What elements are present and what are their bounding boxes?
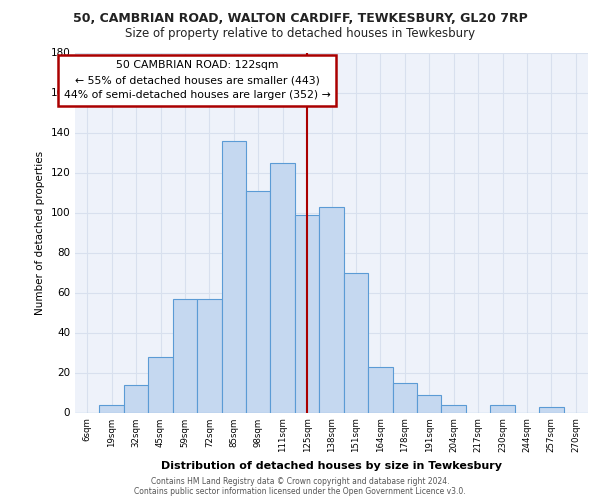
Bar <box>148 356 173 412</box>
Y-axis label: Number of detached properties: Number of detached properties <box>35 150 45 314</box>
Bar <box>221 140 246 412</box>
Text: 50, CAMBRIAN ROAD, WALTON CARDIFF, TEWKESBURY, GL20 7RP: 50, CAMBRIAN ROAD, WALTON CARDIFF, TEWKE… <box>73 12 527 26</box>
Bar <box>368 366 392 412</box>
Bar <box>124 384 148 412</box>
Text: 50 CAMBRIAN ROAD: 122sqm
← 55% of detached houses are smaller (443)
44% of semi-: 50 CAMBRIAN ROAD: 122sqm ← 55% of detach… <box>64 60 331 100</box>
Bar <box>197 298 221 412</box>
Bar <box>295 214 319 412</box>
Bar <box>392 382 417 412</box>
Bar <box>100 404 124 412</box>
Text: Contains HM Land Registry data © Crown copyright and database right 2024.: Contains HM Land Registry data © Crown c… <box>151 477 449 486</box>
Bar <box>271 162 295 412</box>
Text: Size of property relative to detached houses in Tewkesbury: Size of property relative to detached ho… <box>125 28 475 40</box>
X-axis label: Distribution of detached houses by size in Tewkesbury: Distribution of detached houses by size … <box>161 460 502 470</box>
Bar <box>319 206 344 412</box>
Bar <box>344 272 368 412</box>
Bar <box>539 406 563 412</box>
Text: Contains public sector information licensed under the Open Government Licence v3: Contains public sector information licen… <box>134 487 466 496</box>
Bar <box>246 190 271 412</box>
Bar <box>490 404 515 412</box>
Bar <box>442 404 466 412</box>
Bar <box>417 394 442 412</box>
Bar <box>173 298 197 412</box>
